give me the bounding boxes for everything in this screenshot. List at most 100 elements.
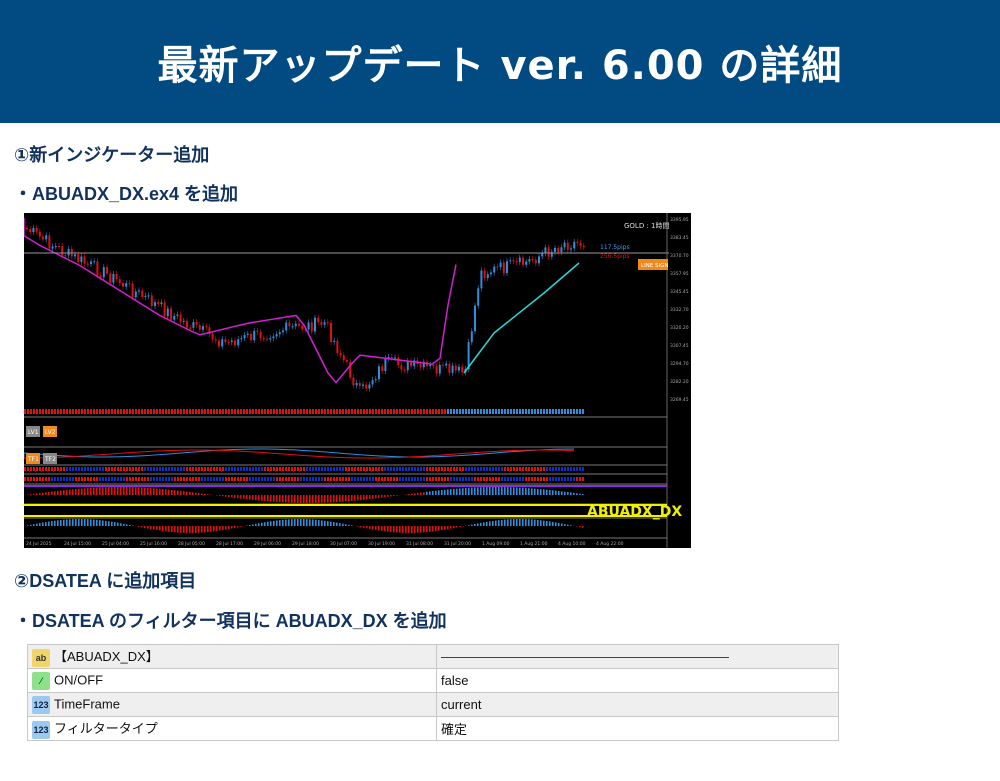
bar-signal <box>507 467 509 471</box>
candle <box>288 322 291 327</box>
bar-signal <box>321 467 323 471</box>
osc-histogram <box>117 522 119 526</box>
osc-histogram <box>420 526 422 533</box>
adx-histogram <box>72 489 74 495</box>
bar-signal <box>42 477 44 481</box>
bar-signal <box>225 477 227 481</box>
tf1-button[interactable] <box>26 453 40 464</box>
adx-histogram <box>531 488 533 495</box>
table-row[interactable]: 123 フィルタータイプ 確定 <box>27 716 839 741</box>
osc-histogram <box>459 526 461 527</box>
osc-histogram <box>357 526 359 527</box>
bar-signal <box>432 477 434 481</box>
adx-histogram <box>435 490 437 495</box>
bar-signal <box>300 409 302 414</box>
table-row[interactable]: 123 TimeFrame current <box>27 692 839 717</box>
bar-signal <box>138 477 140 481</box>
bar-signal <box>285 467 287 471</box>
bar-signal <box>123 477 125 481</box>
adx-histogram <box>84 488 86 495</box>
param-name: ON/OFF <box>54 671 104 687</box>
bar-signal <box>258 477 260 481</box>
bar-signal <box>303 409 305 414</box>
candle <box>102 267 105 278</box>
param-value[interactable]: false <box>436 668 839 693</box>
candle <box>227 342 230 344</box>
osc-histogram <box>300 519 302 526</box>
osc-histogram <box>213 526 215 532</box>
adx-histogram <box>321 495 323 503</box>
osc-histogram <box>222 526 224 531</box>
bar-signal <box>309 477 311 481</box>
line-sign-button[interactable] <box>638 259 668 270</box>
osc-histogram <box>372 526 374 530</box>
bar-signal <box>501 467 503 471</box>
adx-histogram <box>414 493 416 495</box>
lv1-button[interactable] <box>26 426 40 437</box>
param-value[interactable]: current <box>436 692 839 717</box>
bar-signal <box>315 467 317 471</box>
bar-signal <box>471 477 473 481</box>
adx-histogram <box>483 487 485 495</box>
osc-histogram <box>522 519 524 526</box>
candle <box>285 322 288 331</box>
adx-histogram <box>450 489 452 495</box>
adx-histogram <box>549 490 551 495</box>
candle <box>538 256 540 264</box>
lv2-button[interactable] <box>43 426 57 437</box>
adx-histogram <box>174 490 176 495</box>
osc-histogram <box>153 526 155 530</box>
bar-signal <box>153 409 155 414</box>
osc-histogram <box>69 519 71 526</box>
candle <box>141 290 144 297</box>
adx-histogram <box>456 488 458 495</box>
candle <box>186 320 188 328</box>
bar-signal <box>483 409 485 414</box>
bar-signal <box>540 409 542 414</box>
param-value[interactable]: 確定 <box>436 716 839 741</box>
tf2-button[interactable] <box>43 453 57 464</box>
price-tick: 3320.20 <box>670 325 689 331</box>
adx-histogram <box>498 487 500 495</box>
bar-signal <box>39 467 41 471</box>
bar-signal <box>426 467 428 471</box>
candle <box>330 322 332 342</box>
bar-signal <box>105 467 107 471</box>
bar-signal <box>471 409 473 414</box>
candle <box>294 323 297 327</box>
bar-signal <box>96 409 98 414</box>
bar-signal <box>168 467 170 471</box>
bar-signal <box>72 409 74 414</box>
bar-signal <box>375 467 377 471</box>
bar-signal <box>36 467 38 471</box>
table-row[interactable]: ⁄ ON/OFF false <box>27 668 839 693</box>
bar-signal <box>228 477 230 481</box>
bar-signal <box>351 477 353 481</box>
candle <box>576 241 579 243</box>
adx-histogram <box>165 489 167 495</box>
candle <box>528 259 531 262</box>
adx-histogram <box>312 495 314 503</box>
osc-histogram <box>444 526 446 530</box>
adx-histogram <box>105 487 107 495</box>
osc-histogram <box>195 526 197 533</box>
bar-signal <box>240 409 242 414</box>
bar-signal <box>36 477 38 481</box>
bar-signal <box>435 477 437 481</box>
table-row[interactable]: ab 【ABUADX_DX】 <box>27 644 839 669</box>
adx-histogram <box>249 495 251 500</box>
bar-signal <box>474 409 476 414</box>
bar-signal <box>306 467 308 471</box>
adx-histogram <box>273 495 275 502</box>
level-line <box>24 485 667 487</box>
date-tick: 29 Jul 06:00 <box>254 541 281 547</box>
bar-signal <box>141 409 143 414</box>
bar-signal <box>324 467 326 471</box>
bar-signal <box>114 409 116 414</box>
bar-signal <box>402 467 404 471</box>
candle <box>522 257 524 265</box>
bar-signal <box>141 477 143 481</box>
osc-histogram <box>378 526 380 531</box>
osc-histogram <box>261 522 263 526</box>
bar-signal <box>120 467 122 471</box>
